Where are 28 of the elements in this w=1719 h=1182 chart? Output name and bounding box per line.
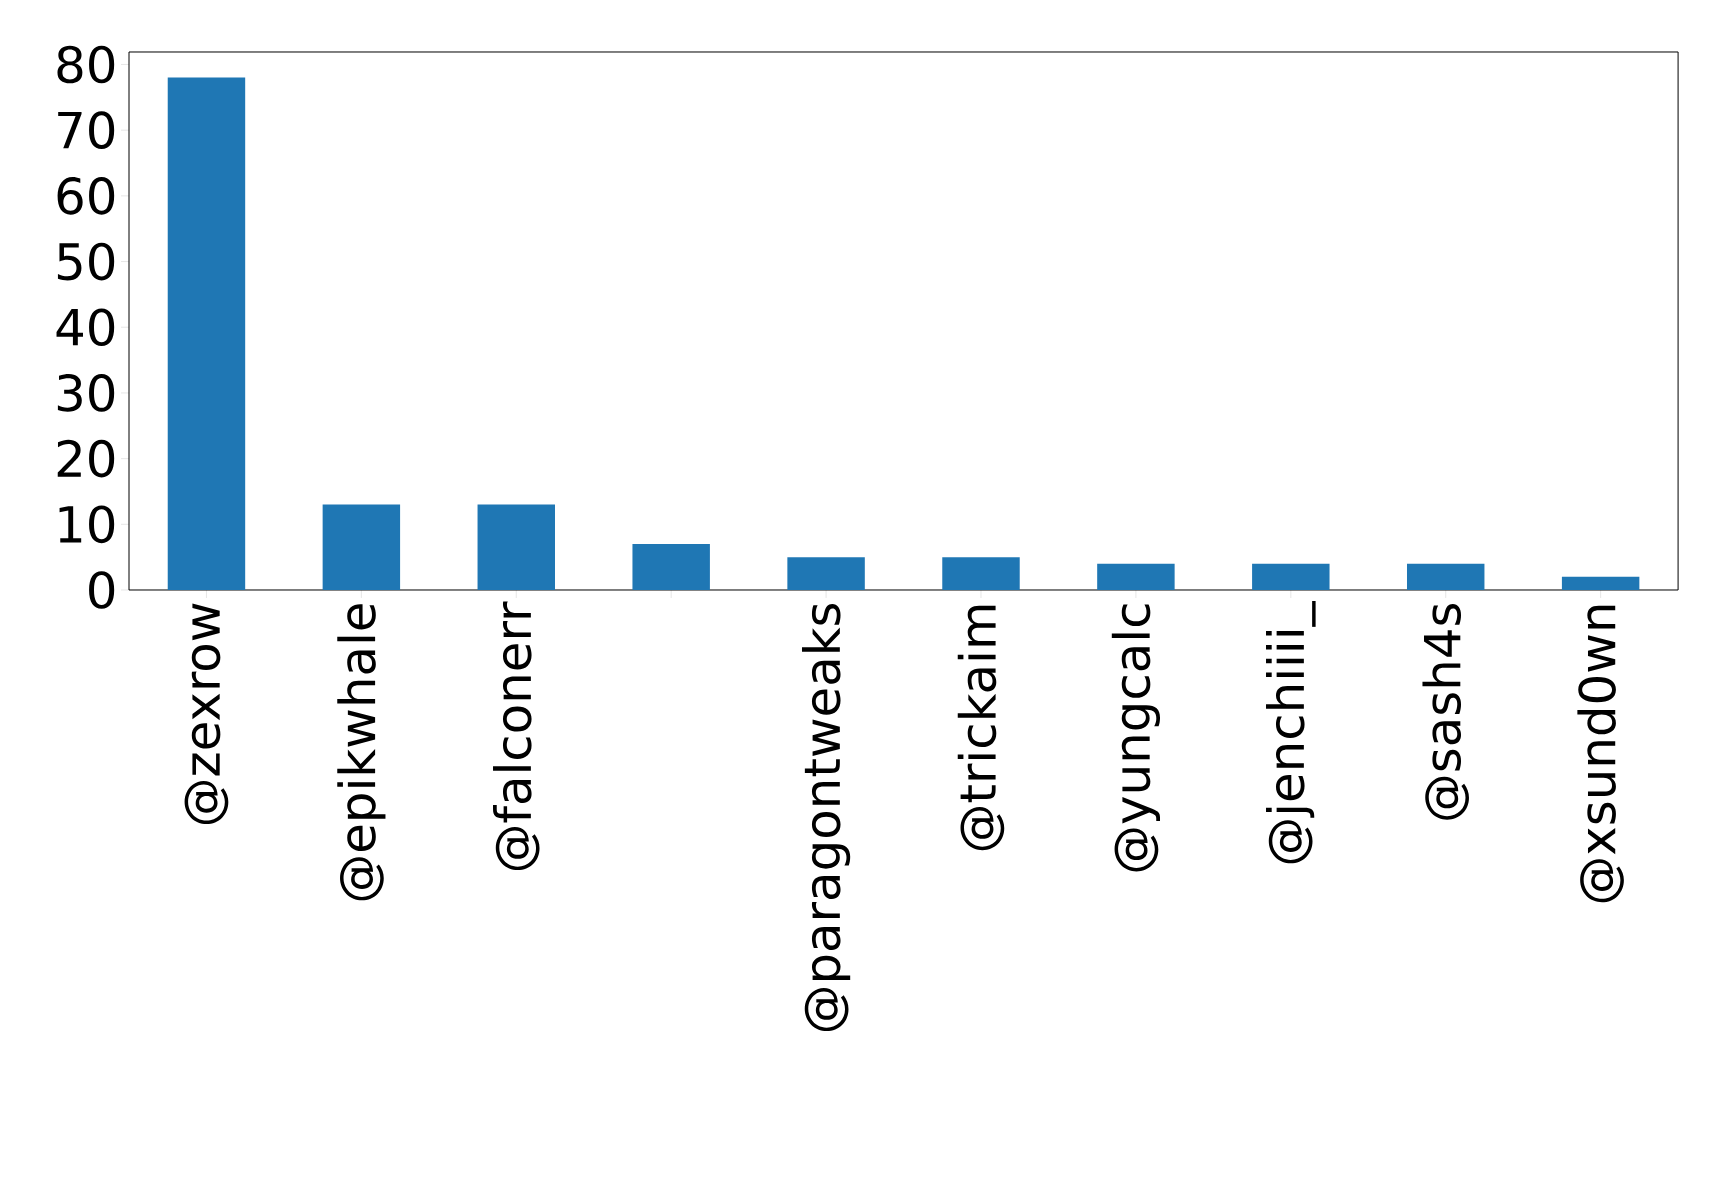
bar bbox=[477, 504, 555, 590]
bar bbox=[1561, 576, 1640, 590]
y-tick-label: 20 bbox=[57, 439, 115, 478]
y-tick-label: 70 bbox=[58, 111, 115, 149]
y-tick-label: 80 bbox=[57, 45, 115, 84]
bar bbox=[632, 544, 710, 590]
y-tick-label: 10 bbox=[59, 505, 115, 544]
x-tick-label: @yungcalc bbox=[1111, 604, 1161, 872]
x-tick-label: @falconerr bbox=[493, 601, 540, 871]
bar bbox=[322, 504, 401, 590]
y-tick-label: 0 bbox=[89, 571, 115, 609]
y-tick-label: 40 bbox=[56, 308, 115, 347]
x-tick-label: @paragontweaks bbox=[801, 603, 851, 1032]
bar bbox=[787, 557, 865, 590]
y-tick-label: 60 bbox=[57, 177, 115, 215]
x-tick-label: @zexrow bbox=[184, 603, 229, 825]
bar bbox=[167, 77, 246, 590]
bar bbox=[942, 557, 1020, 590]
x-tick-label: @epikwhale bbox=[337, 604, 386, 901]
bar bbox=[1097, 563, 1175, 590]
x-tick-label: @xsund0wn bbox=[1577, 605, 1624, 903]
bar bbox=[1406, 563, 1485, 590]
y-tick-label: 30 bbox=[57, 374, 115, 412]
bar bbox=[1252, 563, 1330, 590]
x-tick-label: @trickaim bbox=[957, 605, 1005, 851]
y-tick-label: 50 bbox=[57, 242, 115, 281]
x-tick-label: @jenchiiii_ bbox=[1266, 600, 1316, 864]
x-tick-label: @sash4s bbox=[1422, 603, 1469, 820]
